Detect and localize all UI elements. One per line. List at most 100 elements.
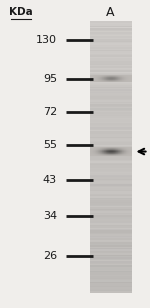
Bar	[114, 155, 115, 156]
Bar	[94, 153, 95, 154]
Bar	[125, 152, 126, 153]
Bar	[90, 249, 132, 251]
Bar	[112, 80, 113, 81]
Bar	[96, 79, 97, 80]
Bar	[128, 149, 129, 150]
Bar	[111, 155, 112, 156]
Bar	[118, 154, 119, 155]
Bar	[127, 81, 128, 82]
Bar	[92, 75, 93, 76]
Bar	[116, 155, 117, 156]
Bar	[94, 148, 95, 149]
Bar	[93, 76, 94, 77]
Bar	[90, 112, 132, 114]
Bar	[124, 154, 125, 155]
Bar	[96, 148, 97, 149]
Bar	[114, 154, 115, 155]
Bar	[126, 78, 127, 79]
Bar	[105, 155, 106, 156]
Bar	[119, 154, 120, 155]
Bar	[121, 76, 122, 77]
Bar	[118, 75, 119, 76]
Bar	[130, 79, 131, 80]
Bar	[119, 148, 120, 149]
Bar	[122, 75, 123, 76]
Bar	[99, 147, 100, 148]
Bar	[90, 93, 132, 95]
Bar	[91, 75, 92, 76]
Bar	[90, 59, 132, 61]
Bar	[92, 152, 93, 153]
Bar	[112, 77, 113, 78]
Bar	[115, 150, 116, 151]
Bar	[120, 150, 121, 151]
Bar	[99, 78, 100, 79]
Bar	[97, 81, 98, 82]
Bar	[99, 154, 100, 155]
Bar	[90, 62, 132, 63]
Bar	[90, 238, 132, 240]
Bar	[119, 80, 120, 81]
Bar	[108, 78, 109, 79]
Bar	[127, 155, 128, 156]
Bar	[90, 33, 132, 35]
Bar	[90, 196, 132, 198]
Bar	[96, 150, 97, 151]
Bar	[104, 155, 105, 156]
Bar	[99, 155, 100, 156]
Bar	[121, 147, 122, 148]
Bar	[91, 148, 92, 149]
Bar	[128, 152, 129, 153]
Bar	[90, 54, 132, 55]
Bar	[125, 75, 126, 76]
Bar	[131, 149, 132, 150]
Bar	[101, 77, 102, 78]
Bar	[94, 150, 95, 151]
Bar	[90, 180, 132, 181]
Bar	[90, 45, 132, 47]
Bar	[90, 243, 132, 245]
Bar	[120, 75, 121, 76]
Bar	[90, 28, 132, 30]
Bar	[111, 76, 112, 77]
Bar	[98, 75, 99, 76]
Bar	[100, 147, 101, 148]
Bar	[106, 154, 107, 155]
Bar	[106, 81, 107, 82]
Bar	[92, 81, 93, 82]
Bar	[114, 150, 115, 151]
Bar	[98, 150, 99, 151]
Bar	[90, 55, 132, 57]
Bar	[106, 154, 107, 155]
Bar	[90, 75, 91, 76]
Bar	[90, 262, 132, 264]
Bar	[90, 106, 132, 108]
Bar	[103, 80, 104, 81]
Bar	[113, 78, 114, 79]
Bar	[99, 149, 100, 150]
Bar	[105, 148, 106, 149]
Bar	[91, 147, 92, 148]
Bar	[130, 75, 131, 76]
Bar	[90, 49, 132, 51]
Bar	[90, 36, 132, 38]
Bar	[95, 81, 96, 82]
Bar	[113, 76, 114, 77]
Bar	[98, 77, 99, 78]
Bar	[90, 44, 132, 46]
Bar	[130, 80, 131, 81]
Bar	[124, 79, 125, 80]
Bar	[102, 154, 103, 155]
Bar	[131, 155, 132, 156]
Bar	[100, 81, 101, 82]
Bar	[115, 147, 116, 148]
Bar	[90, 209, 132, 211]
Bar	[105, 150, 106, 151]
Bar	[117, 147, 118, 148]
Bar	[110, 147, 111, 148]
Bar	[91, 76, 92, 77]
Bar	[100, 148, 101, 149]
Bar	[93, 75, 94, 76]
Bar	[97, 155, 98, 156]
Bar	[113, 152, 114, 153]
